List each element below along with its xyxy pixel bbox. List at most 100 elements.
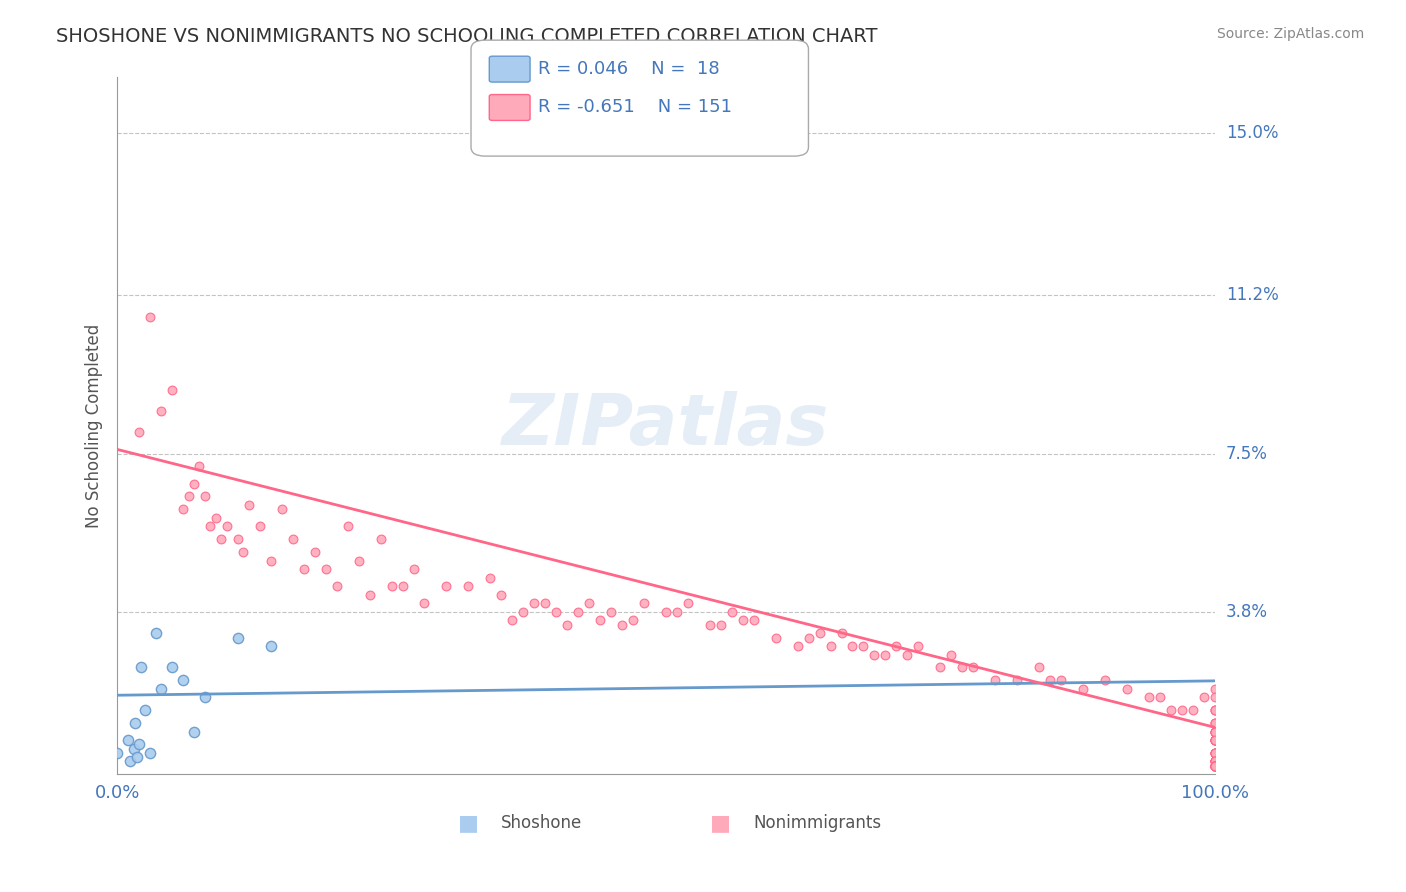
Point — [546, 605, 568, 619]
Point — [1204, 758, 1226, 772]
Text: SHOSHONE VS NONIMMIGRANTS NO SCHOOLING COMPLETED CORRELATION CHART: SHOSHONE VS NONIMMIGRANTS NO SCHOOLING C… — [56, 27, 877, 45]
Point — [1192, 690, 1215, 705]
Point — [1204, 746, 1226, 760]
Point — [863, 648, 886, 662]
Point — [831, 626, 853, 640]
Point — [1204, 755, 1226, 769]
Point — [655, 605, 678, 619]
Point — [633, 596, 655, 610]
Point — [699, 617, 721, 632]
Point — [1204, 758, 1226, 772]
Point — [139, 310, 162, 324]
Point — [1160, 703, 1182, 717]
Point — [1204, 716, 1226, 731]
Point — [124, 716, 146, 731]
Text: Shoshone: Shoshone — [502, 814, 582, 832]
Point — [1071, 681, 1094, 696]
Point — [1204, 758, 1226, 772]
Point — [1039, 673, 1062, 688]
Point — [128, 425, 150, 440]
Point — [1204, 703, 1226, 717]
Point — [742, 614, 765, 628]
Point — [534, 596, 557, 610]
Point — [1204, 758, 1226, 772]
Point — [1204, 758, 1226, 772]
Point — [1204, 758, 1226, 772]
Point — [1204, 755, 1226, 769]
Point — [172, 502, 194, 516]
Point — [1204, 733, 1226, 747]
Point — [886, 639, 908, 653]
Point — [797, 631, 820, 645]
Point — [1204, 716, 1226, 731]
Point — [929, 660, 952, 674]
Point — [1115, 681, 1137, 696]
Point — [600, 605, 623, 619]
Y-axis label: No Schooling Completed: No Schooling Completed — [86, 324, 103, 528]
Point — [1204, 724, 1226, 739]
Point — [402, 562, 425, 576]
Point — [200, 519, 222, 533]
Point — [1170, 703, 1192, 717]
Point — [120, 755, 142, 769]
Point — [270, 502, 292, 516]
Point — [1204, 758, 1226, 772]
Point — [589, 614, 612, 628]
Point — [128, 738, 150, 752]
Point — [1204, 746, 1226, 760]
Point — [238, 498, 260, 512]
Point — [1204, 755, 1226, 769]
Point — [359, 588, 381, 602]
Point — [1204, 758, 1226, 772]
Point — [1204, 758, 1226, 772]
Text: 3.8%: 3.8% — [1226, 603, 1268, 621]
Point — [950, 660, 973, 674]
Point — [160, 660, 183, 674]
Point — [1204, 758, 1226, 772]
Point — [676, 596, 699, 610]
Point — [188, 459, 211, 474]
Point — [665, 605, 688, 619]
Text: 7.5%: 7.5% — [1226, 445, 1268, 463]
Point — [226, 631, 249, 645]
Point — [1204, 703, 1226, 717]
Point — [1204, 758, 1226, 772]
Point — [1204, 758, 1226, 772]
Point — [1204, 758, 1226, 772]
Point — [325, 579, 347, 593]
Point — [1050, 673, 1073, 688]
Point — [1204, 755, 1226, 769]
Point — [1204, 733, 1226, 747]
Point — [292, 562, 315, 576]
Point — [260, 553, 283, 567]
Point — [1204, 758, 1226, 772]
Point — [1204, 724, 1226, 739]
Point — [1204, 724, 1226, 739]
Point — [896, 648, 918, 662]
Point — [1204, 758, 1226, 772]
Point — [1204, 758, 1226, 772]
Point — [820, 639, 842, 653]
Point — [1204, 746, 1226, 760]
Point — [370, 532, 392, 546]
Point — [1094, 673, 1116, 688]
Point — [177, 490, 200, 504]
Point — [1204, 758, 1226, 772]
Point — [172, 673, 194, 688]
Point — [852, 639, 875, 653]
Point — [491, 588, 513, 602]
Text: R = 0.046    N =  18: R = 0.046 N = 18 — [538, 60, 720, 78]
Point — [249, 519, 271, 533]
Point — [150, 681, 173, 696]
Point — [512, 605, 534, 619]
Point — [1204, 690, 1226, 705]
Point — [194, 690, 217, 705]
Text: ■: ■ — [710, 814, 731, 833]
Text: 15.0%: 15.0% — [1226, 124, 1278, 142]
Point — [1137, 690, 1160, 705]
Point — [315, 562, 337, 576]
Point — [183, 724, 205, 739]
Point — [1204, 758, 1226, 772]
Text: ■: ■ — [458, 814, 479, 833]
Point — [1028, 660, 1050, 674]
